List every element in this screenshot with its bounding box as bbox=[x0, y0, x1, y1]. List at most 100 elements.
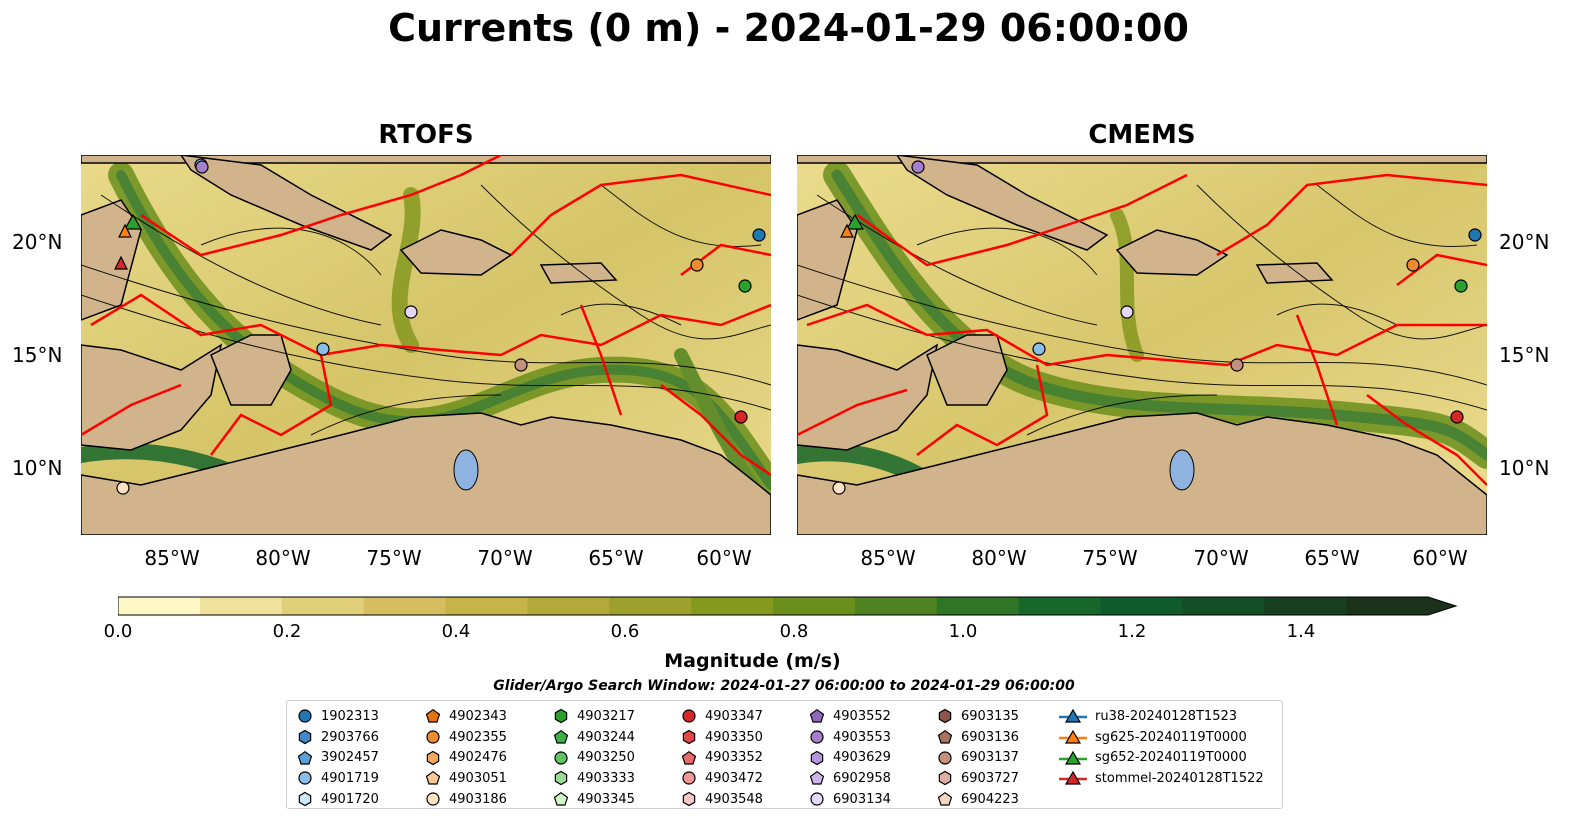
legend-item: 4903347 bbox=[681, 706, 763, 727]
legend-item-label: 4903250 bbox=[577, 750, 635, 766]
legend-item: 4903333 bbox=[553, 768, 635, 789]
legend-item-label: 4901720 bbox=[321, 791, 379, 807]
figure-title: Currents (0 m) - 2024-01-29 06:00:00 bbox=[388, 6, 1189, 50]
legend-item-label: 6903136 bbox=[961, 729, 1019, 745]
legend-item-label: 4903552 bbox=[833, 708, 891, 724]
hexagon-marker-icon bbox=[682, 791, 696, 807]
lon-label-65w-rtofs: 65°W bbox=[588, 546, 644, 570]
search-window-caption: Glider/Argo Search Window: 2024-01-27 06… bbox=[493, 678, 1075, 694]
circle-marker-icon bbox=[298, 771, 312, 786]
colorbar-tick-0: 0.0 bbox=[103, 621, 133, 642]
lon-label-60w-cmems: 60°W bbox=[1412, 546, 1468, 570]
legend-item-label: 4903333 bbox=[577, 770, 635, 786]
legend-item: 4903250 bbox=[553, 747, 635, 768]
legend-item: 4903217 bbox=[553, 706, 635, 727]
legend-item: 4901719 bbox=[297, 768, 379, 789]
legend-item: 4903553 bbox=[809, 727, 891, 748]
colorbar-segment bbox=[1018, 597, 1102, 615]
colorbar-label: Magnitude (m/s) bbox=[664, 650, 841, 672]
hexagon-marker-icon bbox=[810, 750, 824, 765]
pentagon-marker-icon bbox=[809, 771, 825, 786]
colorbar-segment bbox=[199, 597, 283, 615]
legend-item: 4902355 bbox=[425, 727, 507, 748]
colorbar-segment bbox=[527, 597, 610, 615]
legend-column: 4902343 4902355 4902476 4903051 4903186 bbox=[425, 706, 507, 809]
legend-column: 4903347 4903350 4903352 4903472 4903548 bbox=[681, 706, 763, 809]
legend-item-label: 6903134 bbox=[833, 791, 891, 807]
pentagon-marker-icon bbox=[553, 792, 569, 806]
legend-item: 4903051 bbox=[425, 768, 507, 789]
legend-column: 6903135 6903136 6903137 6903727 6904223 bbox=[937, 706, 1019, 809]
pentagon-marker-icon bbox=[681, 750, 697, 765]
colorbar-tick-3: 0.6 bbox=[610, 621, 640, 642]
circle-marker-icon bbox=[682, 709, 696, 723]
colorbar-tick-5: 1.0 bbox=[948, 621, 978, 642]
lon-label-75w-cmems: 75°W bbox=[1082, 546, 1138, 570]
pentagon-marker-icon bbox=[297, 750, 313, 765]
hexagon-marker-icon bbox=[298, 791, 312, 807]
colorbar bbox=[118, 596, 1458, 616]
lon-label-85w-cmems: 85°W bbox=[860, 546, 916, 570]
colorbar-segment bbox=[1264, 597, 1347, 615]
colorbar-tick-7: 1.4 bbox=[1286, 621, 1316, 642]
legend-item-label: 4903244 bbox=[577, 729, 635, 745]
legend-item-label: 3902457 bbox=[321, 750, 379, 766]
legend-item: 4903345 bbox=[553, 789, 635, 810]
legend-item: 6902958 bbox=[809, 768, 891, 789]
legend-item-label: 6904223 bbox=[961, 791, 1019, 807]
lon-label-75w-rtofs: 75°W bbox=[366, 546, 422, 570]
triangle-line-marker-icon bbox=[1059, 771, 1087, 786]
legend-item-label: 4903553 bbox=[833, 729, 891, 745]
legend-item-label: 4903352 bbox=[705, 750, 763, 766]
legend-item: 4903352 bbox=[681, 747, 763, 768]
hexagon-marker-icon bbox=[554, 771, 568, 786]
hexagon-marker-icon bbox=[938, 709, 952, 724]
legend-item: 6903135 bbox=[937, 706, 1019, 727]
colorbar-tick-2: 0.4 bbox=[441, 621, 471, 642]
colorbar-segment bbox=[281, 597, 365, 615]
pentagon-marker-icon bbox=[425, 709, 441, 723]
colorbar-segment bbox=[445, 597, 528, 615]
colorbar-segment bbox=[609, 597, 692, 615]
legend: 1902313 2903766 3902457 4901719 4901720 … bbox=[286, 700, 1283, 809]
legend-item: 6904223 bbox=[937, 789, 1019, 810]
panel-title-rtofs: RTOFS bbox=[378, 120, 474, 150]
legend-item-label: 4903472 bbox=[705, 770, 763, 786]
map-cmems[interactable] bbox=[797, 155, 1487, 535]
legend-item: 4902343 bbox=[425, 706, 507, 727]
panel-title-cmems: CMEMS bbox=[1088, 120, 1196, 150]
legend-column: 1902313 2903766 3902457 4901719 4901720 bbox=[297, 706, 379, 809]
circle-marker-icon bbox=[810, 730, 824, 744]
circle-marker-icon bbox=[426, 730, 440, 744]
legend-column: ru38-20240128T1523 sg625-20240119T0000 s… bbox=[1059, 706, 1264, 789]
legend-item-label: sg625-20240119T0000 bbox=[1095, 729, 1247, 745]
legend-item-label: 4902343 bbox=[449, 708, 507, 724]
legend-item-label: 4903186 bbox=[449, 791, 507, 807]
lon-label-65w-cmems: 65°W bbox=[1304, 546, 1360, 570]
legend-item-label: 2903766 bbox=[321, 729, 379, 745]
legend-item: 4901720 bbox=[297, 789, 379, 810]
circle-marker-icon bbox=[298, 709, 312, 723]
legend-item-label: 6903727 bbox=[961, 770, 1019, 786]
lon-label-80w-cmems: 80°W bbox=[971, 546, 1027, 570]
colorbar-segment bbox=[1100, 597, 1183, 615]
colorbar-tick-6: 1.2 bbox=[1117, 621, 1147, 642]
legend-item: 4903552 bbox=[809, 706, 891, 727]
legend-item-label: ru38-20240128T1523 bbox=[1095, 708, 1238, 724]
map-rtofs[interactable] bbox=[81, 155, 771, 535]
legend-item-label: 1902313 bbox=[321, 708, 379, 724]
triangle-line-marker-icon bbox=[1059, 729, 1087, 744]
legend-item-label: 4903629 bbox=[833, 750, 891, 766]
lat-label-20n-right: 20°N bbox=[1499, 230, 1550, 254]
legend-column: 4903217 4903244 4903250 4903333 4903345 bbox=[553, 706, 635, 809]
legend-item-label: 4902355 bbox=[449, 729, 507, 745]
lon-label-70w-cmems: 70°W bbox=[1193, 546, 1249, 570]
legend-item: 6903137 bbox=[937, 747, 1019, 768]
legend-item-label: 4903051 bbox=[449, 770, 507, 786]
legend-column: 4903552 4903553 4903629 6902958 6903134 bbox=[809, 706, 891, 809]
hexagon-marker-icon bbox=[426, 750, 440, 765]
circle-marker-icon bbox=[554, 751, 568, 765]
lon-label-80w-rtofs: 80°W bbox=[255, 546, 311, 570]
legend-item: 1902313 bbox=[297, 706, 379, 727]
legend-item-label: 4903347 bbox=[705, 708, 763, 724]
